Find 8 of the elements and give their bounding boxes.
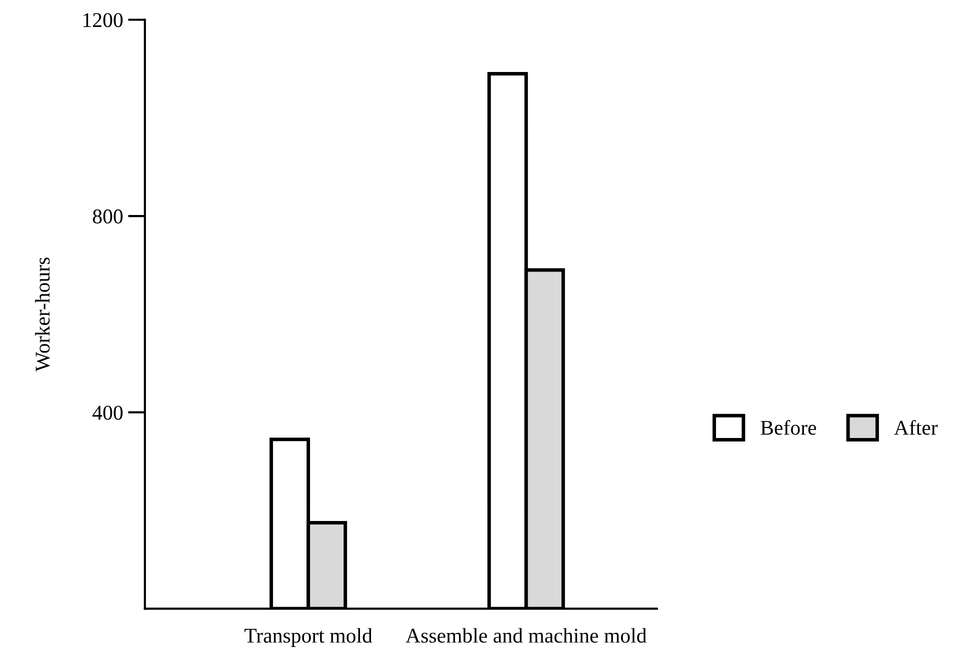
x-tick-label: Assemble and machine mold bbox=[406, 628, 647, 643]
y-tick-label: 800 bbox=[92, 209, 123, 224]
legend-label: Before bbox=[760, 420, 816, 435]
y-axis-title: Worker-hours bbox=[35, 258, 50, 372]
y-tick-label: 400 bbox=[92, 406, 123, 420]
legend-label: After bbox=[894, 420, 938, 435]
x-tick-label: Transport mold bbox=[244, 628, 372, 647]
y-tick-label: 1200 bbox=[84, 13, 123, 28]
